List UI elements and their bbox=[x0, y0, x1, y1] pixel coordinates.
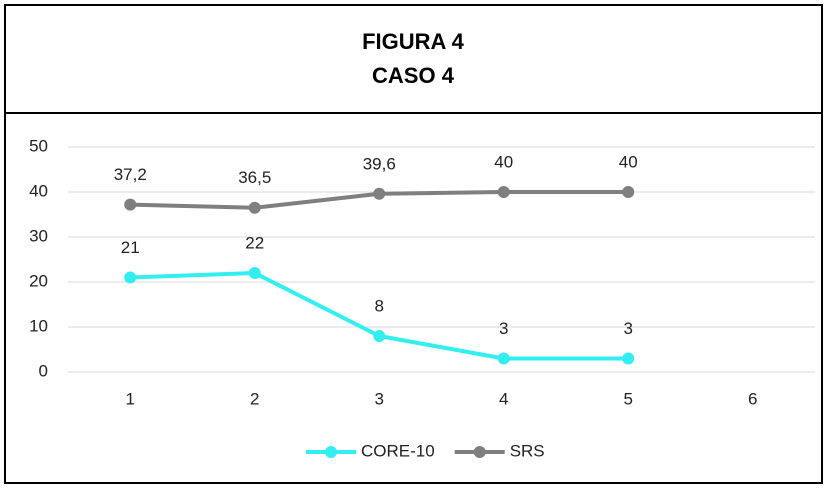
y-tick-label: 30 bbox=[29, 226, 48, 245]
data-label: 37,2 bbox=[114, 165, 147, 184]
point bbox=[622, 186, 635, 198]
x-tick-label: 3 bbox=[375, 389, 384, 408]
y-tick-label: 40 bbox=[29, 181, 48, 200]
data-label: 22 bbox=[245, 233, 264, 252]
point bbox=[622, 352, 635, 365]
x-tick-label: 2 bbox=[250, 389, 259, 408]
frame bbox=[4, 4, 823, 484]
point bbox=[248, 201, 261, 214]
data-label: 21 bbox=[121, 238, 140, 257]
chart-title: FIGURA 4 bbox=[362, 29, 465, 54]
data-label: 36,5 bbox=[238, 168, 271, 187]
data-label: 40 bbox=[619, 152, 638, 171]
legend-label: SRS bbox=[510, 441, 545, 460]
point bbox=[248, 267, 261, 279]
legend-marker bbox=[325, 446, 337, 458]
point bbox=[124, 271, 137, 284]
y-tick-label: 10 bbox=[29, 316, 48, 335]
y-tick-label: 50 bbox=[29, 136, 48, 155]
point bbox=[497, 352, 510, 365]
point bbox=[373, 330, 386, 342]
data-label: 8 bbox=[375, 296, 384, 315]
x-tick-label: 1 bbox=[126, 389, 135, 408]
point bbox=[497, 186, 510, 198]
data-label: 3 bbox=[499, 319, 508, 338]
legend-label: CORE-10 bbox=[361, 441, 435, 460]
x-tick-label: 5 bbox=[624, 389, 633, 408]
point bbox=[373, 187, 386, 200]
point bbox=[124, 198, 137, 211]
data-label: 39,6 bbox=[363, 154, 396, 173]
data-label: 40 bbox=[494, 152, 513, 171]
y-tick-label: 20 bbox=[29, 271, 48, 290]
x-tick-label: 4 bbox=[499, 389, 508, 408]
legend-marker bbox=[473, 446, 486, 458]
chart-subtitle: CASO 4 bbox=[372, 63, 455, 88]
x-tick-label: 6 bbox=[748, 389, 757, 408]
y-tick-label: 0 bbox=[39, 361, 48, 380]
data-label: 3 bbox=[624, 319, 633, 338]
